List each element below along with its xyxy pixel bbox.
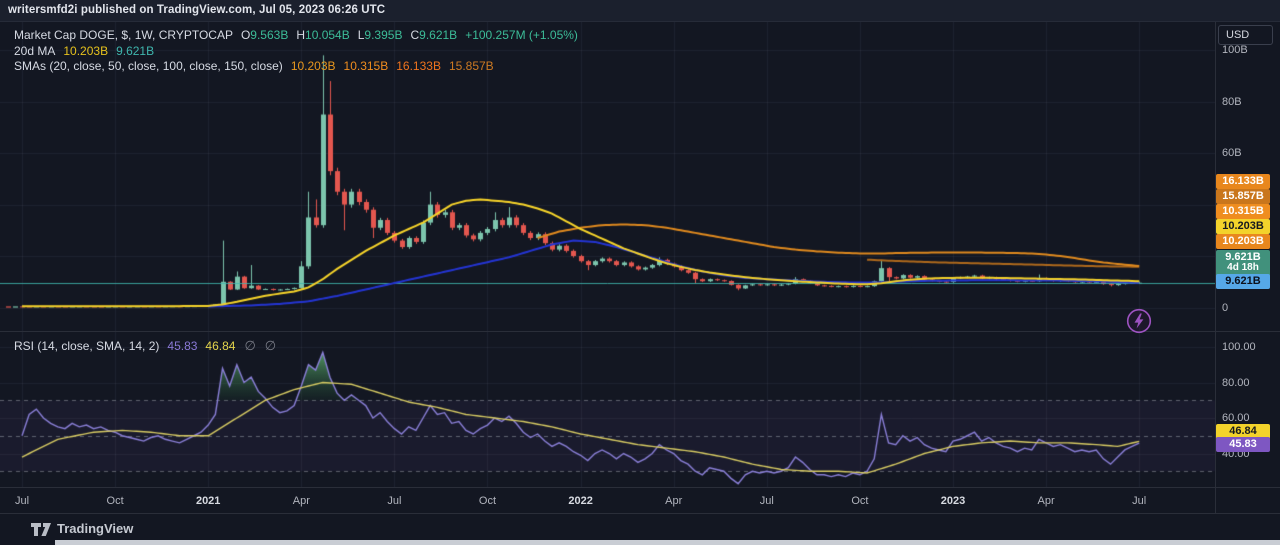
rsi-label: 46.84	[1216, 423, 1270, 439]
ohlc-key: O9.563B	[240, 28, 289, 42]
rsi-label: 45.83	[1216, 436, 1270, 452]
time-label: 2021	[195, 495, 221, 507]
price-label-value: 10.315B	[1222, 204, 1264, 217]
price-tick: 0	[1222, 301, 1229, 314]
time-label: 2023	[940, 495, 966, 507]
price-label: 10.203B	[1216, 218, 1270, 234]
price-label: 9.621B 4d 18h	[1216, 249, 1270, 277]
time-label: Apr	[665, 495, 683, 507]
empty-marker-icon[interactable]: ∅	[244, 338, 256, 353]
symbol-row[interactable]: Market Cap DOGE, $, 1W, CRYPTOCAP O9.563B…	[14, 28, 578, 44]
ohlc-key: C9.621B	[410, 28, 458, 42]
publish-bar: writersmfd2i published on TradingView.co…	[0, 0, 1280, 22]
indicator-value: 16.133B	[396, 59, 441, 74]
flash-icon[interactable]	[1124, 306, 1154, 336]
ohlc-value: 9.621B	[419, 28, 458, 42]
price-tick: 100B	[1222, 44, 1248, 57]
price-pane-canvas[interactable]	[0, 22, 1215, 332]
time-axis[interactable]: Jul Oct 2021 Apr Jul Oct 2022 Apr Jul Oct 2023 Apr J…	[0, 487, 1280, 513]
time-label: Apr	[1037, 495, 1055, 507]
time-label: 2022	[568, 495, 593, 507]
rsi-legend-row[interactable]: RSI (14, close, SMA, 14, 2) 45.83 46.84 ∅ ∅	[14, 338, 276, 354]
smas-indicator-row[interactable]: SMAs (20, close, 50, close, 100, close, …	[14, 59, 578, 75]
price-label-value: 10.203B	[1222, 234, 1264, 247]
price-label-value: 10.203B	[1222, 219, 1264, 232]
price-label-value: 9.621B	[1225, 274, 1261, 287]
ohlc-value: 9.395B	[364, 28, 403, 42]
ohlc-value: 9.563B	[250, 28, 289, 42]
price-label-value: 15.857B	[1222, 189, 1264, 202]
symbol-title[interactable]: Market Cap DOGE, $, 1W, CRYPTOCAP	[14, 28, 233, 42]
smas-indicator-title[interactable]: SMAs (20, close, 50, close, 100, close, …	[14, 59, 283, 74]
rsi-axis[interactable]: 100.00 80.00 60.00 40.00 46.84 45.83	[1215, 332, 1280, 487]
ma20-indicator-row[interactable]: 20d MA 10.203B 9.621B	[14, 44, 578, 60]
bottom-strip	[55, 540, 1280, 545]
ohlc-key: H10.054B	[296, 28, 350, 42]
indicator-value: 10.203B	[63, 43, 109, 58]
tradingview-logo[interactable]	[30, 522, 54, 538]
ohlc-key: L9.395B	[357, 28, 403, 42]
price-tick: 80B	[1222, 95, 1242, 108]
rsi-value: 46.84	[205, 339, 236, 353]
time-label: Oct	[478, 495, 497, 507]
time-label: Jul	[759, 495, 774, 507]
rsi-value: 45.83	[167, 339, 198, 353]
countdown-timer: 4d 18h	[1227, 261, 1259, 273]
empty-marker-icon[interactable]: ∅	[264, 338, 277, 353]
rsi-tick: 100.00	[1222, 341, 1256, 353]
price-label: 9.621B	[1216, 273, 1270, 289]
price-axis[interactable]: USD 100B 80B 60B 0 16.133B 15.857B 10.315B 10.2…	[1215, 22, 1280, 487]
price-label-value: 9.621B	[1225, 250, 1261, 263]
pane-separator[interactable]	[0, 331, 1280, 332]
bottom-bar	[0, 513, 1280, 540]
ohlc-value: 10.054B	[305, 28, 350, 42]
brand-text[interactable]: TradingView	[57, 521, 134, 536]
rsi-tick: 60.00	[1222, 412, 1250, 424]
indicator-value: 10.315B	[343, 59, 389, 74]
time-label: Jul	[14, 495, 30, 507]
time-label: Jul	[387, 495, 402, 507]
currency-button[interactable]: USD	[1218, 25, 1273, 45]
price-label: 15.857B	[1216, 188, 1270, 204]
price-tick: 60B	[1222, 147, 1242, 160]
price-label: 10.315B	[1216, 203, 1270, 219]
indicator-value: 9.621B	[116, 43, 155, 58]
indicator-value: 15.857B	[448, 59, 494, 74]
price-label-value: 16.133B	[1222, 174, 1264, 187]
rsi-pane-canvas[interactable]	[0, 332, 1215, 487]
time-label: Apr	[292, 495, 310, 507]
ma20-indicator-title[interactable]: 20d MA	[14, 43, 56, 58]
time-label: Oct	[851, 495, 869, 507]
publish-text: writersmfd2i published on TradingView.co…	[8, 4, 386, 16]
price-label: 10.203B	[1216, 233, 1270, 249]
indicator-value: 10.203B	[290, 59, 336, 74]
time-label: Jul	[1132, 495, 1147, 507]
price-scale-border	[1215, 22, 1216, 513]
change-value: +100.257M (+1.05%)	[465, 28, 578, 42]
rsi-tick: 80.00	[1222, 376, 1250, 389]
time-label: Oct	[106, 495, 124, 507]
main-legend: Market Cap DOGE, $, 1W, CRYPTOCAP O9.563B…	[14, 28, 578, 75]
rsi-indicator-title[interactable]: RSI (14, close, SMA, 14, 2)	[14, 339, 160, 353]
price-label: 16.133B	[1216, 173, 1270, 189]
